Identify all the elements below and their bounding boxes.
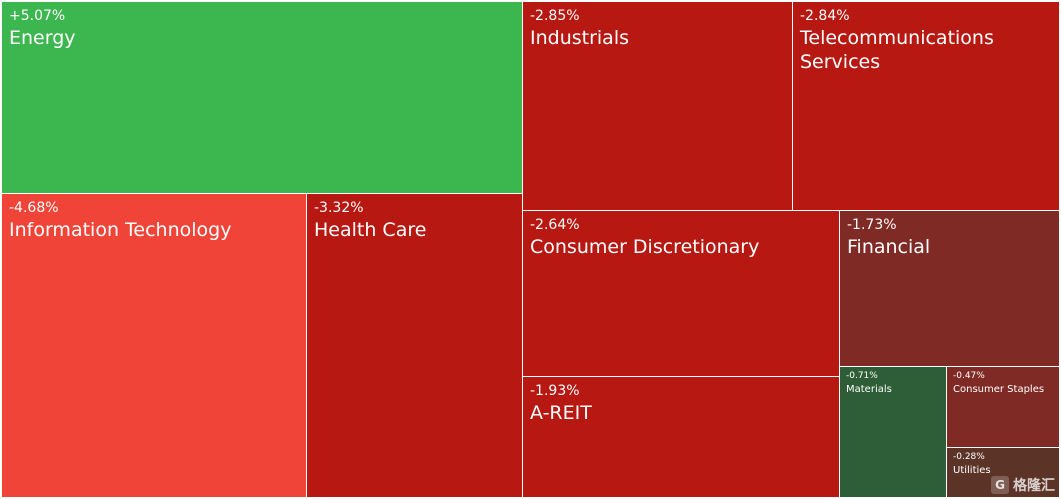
tile-sector-label: Energy — [9, 27, 76, 49]
treemap-tile[interactable]: -0.28% Utilities — [947, 448, 1059, 497]
tile-sector-label: Financial — [847, 236, 931, 258]
tile-change-label: +5.07% — [9, 8, 66, 24]
tile-change-label: -1.93% — [530, 383, 580, 399]
tile-sector-label: A-REIT — [530, 402, 592, 424]
tile-sector-label: Information Technology — [9, 219, 232, 241]
tile-sector-label: Health Care — [314, 219, 427, 241]
treemap-tile[interactable]: -0.71% Materials — [840, 367, 946, 497]
treemap-tile[interactable]: +5.07% Energy — [2, 2, 522, 193]
tile-change-label: -3.32% — [314, 200, 364, 216]
tile-change-label: -2.64% — [530, 217, 580, 233]
treemap-tile[interactable]: -1.73% Financial — [840, 211, 1059, 366]
treemap-tile[interactable]: -2.64% Consumer Discretionary — [523, 211, 839, 376]
tile-change-label: -0.47% — [953, 371, 985, 381]
tile-change-label: -1.73% — [847, 217, 897, 233]
gelonghui-logo-icon: G — [991, 476, 1009, 494]
watermark-text: 格隆汇 — [1013, 478, 1055, 494]
treemap-tile[interactable]: -2.85% Industrials — [523, 2, 792, 210]
treemap-tile[interactable]: -3.32% Health Care — [307, 194, 522, 497]
tile-sector-label: Consumer Staples — [953, 384, 1045, 395]
tile-change-label: -4.68% — [9, 200, 59, 216]
tile-sector-label: Industrials — [530, 27, 630, 49]
treemap-tile[interactable]: -4.68% Information Technology — [2, 194, 306, 497]
treemap-tile[interactable]: -0.47% Consumer Staples — [947, 367, 1059, 447]
tile-change-label: -2.84% — [800, 8, 850, 24]
tile-sector-label: Materials — [846, 384, 892, 395]
watermark: G 格隆汇 — [991, 475, 1055, 495]
tile-sector-label: Telecommunications Services — [800, 27, 994, 73]
treemap-tile[interactable]: -1.93% A-REIT — [523, 377, 839, 497]
tile-change-label: -2.85% — [530, 8, 580, 24]
tile-change-label: -0.28% — [953, 452, 985, 462]
treemap-tile[interactable]: -2.84% Telecommunications Services — [793, 2, 1059, 210]
tile-sector-label: Utilities — [953, 465, 991, 476]
tile-sector-label: Consumer Discretionary — [530, 236, 760, 258]
tile-change-label: -0.71% — [846, 371, 878, 381]
